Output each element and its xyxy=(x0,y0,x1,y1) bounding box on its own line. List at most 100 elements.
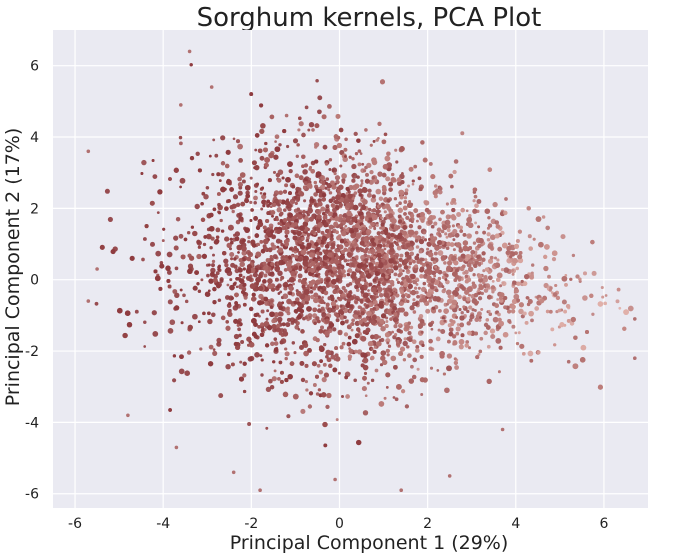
scatter-point xyxy=(367,341,374,347)
scatter-point xyxy=(391,172,395,177)
scatter-point xyxy=(334,216,340,222)
scatter-point xyxy=(402,269,405,273)
scatter-point xyxy=(345,394,350,399)
scatter-point xyxy=(192,230,198,237)
scatter-point xyxy=(377,171,383,177)
scatter-point xyxy=(359,274,364,279)
scatter-point xyxy=(357,149,362,153)
scatter-point xyxy=(229,284,235,291)
scatter-point xyxy=(445,214,451,220)
scatter-point xyxy=(316,214,322,220)
scatter-point xyxy=(452,228,458,235)
scatter-point xyxy=(538,241,544,248)
scatter-point xyxy=(351,172,358,179)
scatter-point xyxy=(349,296,354,301)
scatter-point xyxy=(380,230,385,235)
scatter-point xyxy=(409,240,414,244)
scatter-point xyxy=(298,239,303,245)
scatter-point xyxy=(478,285,484,291)
scatter-point xyxy=(334,284,340,290)
scatter-point xyxy=(269,257,274,262)
scatter-point xyxy=(318,345,324,351)
scatter-point xyxy=(313,180,317,185)
scatter-point xyxy=(273,312,280,318)
scatter-point xyxy=(330,301,336,307)
scatter-point xyxy=(351,240,355,244)
scatter-point xyxy=(323,290,329,296)
scatter-point xyxy=(319,359,323,363)
scatter-point xyxy=(308,252,315,258)
scatter-point xyxy=(178,135,183,140)
scatter-point xyxy=(301,154,306,160)
scatter-point xyxy=(447,260,453,266)
scatter-point xyxy=(282,330,289,337)
scatter-point xyxy=(418,187,423,192)
scatter-point xyxy=(317,304,321,308)
scatter-point xyxy=(279,219,284,223)
scatter-point xyxy=(447,294,451,298)
scatter-point xyxy=(141,159,147,166)
scatter-point xyxy=(395,342,401,347)
scatter-point xyxy=(334,353,339,358)
scatter-point xyxy=(281,176,285,180)
scatter-point xyxy=(346,216,351,221)
scatter-point xyxy=(338,309,344,315)
scatter-point xyxy=(297,278,302,283)
scatter-point xyxy=(481,251,486,256)
scatter-point xyxy=(455,315,458,319)
scatter-point xyxy=(172,289,178,294)
scatter-point xyxy=(472,241,477,245)
scatter-point xyxy=(279,290,283,294)
scatter-point xyxy=(441,285,445,289)
scatter-point xyxy=(368,179,374,185)
scatter-point xyxy=(398,351,404,357)
scatter-point xyxy=(233,264,238,269)
scatter-point xyxy=(545,225,550,231)
scatter-point xyxy=(143,320,147,324)
scatter-point xyxy=(440,255,447,261)
scatter-point xyxy=(373,178,377,183)
scatter-point xyxy=(302,209,306,214)
scatter-point xyxy=(209,245,213,250)
scatter-point xyxy=(322,362,327,367)
scatter-point xyxy=(387,236,391,240)
scatter-point xyxy=(370,254,374,258)
scatter-point xyxy=(166,278,171,284)
scatter-point xyxy=(443,261,447,265)
scatter-point xyxy=(453,159,459,164)
scatter-point xyxy=(201,253,207,259)
scatter-point xyxy=(418,238,425,245)
scatter-point xyxy=(153,269,158,274)
scatter-point xyxy=(276,245,280,249)
scatter-point xyxy=(297,257,303,262)
scatter-point xyxy=(473,263,478,268)
scatter-point xyxy=(580,344,587,351)
scatter-point xyxy=(456,323,460,327)
scatter-point xyxy=(298,121,304,127)
scatter-point xyxy=(468,259,474,265)
scatter-point xyxy=(221,250,227,256)
scatter-point xyxy=(380,216,383,220)
scatter-point xyxy=(284,234,288,238)
scatter-point xyxy=(414,255,420,261)
scatter-point xyxy=(360,182,364,185)
scatter-point xyxy=(249,92,254,97)
scatter-point xyxy=(496,272,503,279)
scatter-point xyxy=(282,129,287,134)
scatter-point xyxy=(228,224,234,231)
scatter-point xyxy=(414,239,419,243)
scatter-point xyxy=(271,318,276,324)
scatter-point xyxy=(276,327,281,333)
scatter-point xyxy=(399,289,403,293)
scatter-point xyxy=(263,320,270,327)
scatter-point xyxy=(274,134,280,140)
scatter-point xyxy=(513,288,519,294)
scatter-point xyxy=(140,172,144,175)
scatter-point xyxy=(305,238,310,243)
scatter-point xyxy=(233,318,239,324)
scatter-point xyxy=(330,230,334,234)
scatter-point xyxy=(468,246,473,250)
scatter-point xyxy=(315,316,320,321)
scatter-point xyxy=(307,404,313,409)
scatter-point xyxy=(334,175,341,181)
